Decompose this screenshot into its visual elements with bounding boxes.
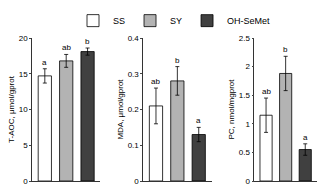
svg-text:SS: SS <box>113 16 125 26</box>
svg-text:0: 0 <box>134 177 139 186</box>
svg-text:0.4: 0.4 <box>128 34 140 43</box>
svg-text:10: 10 <box>19 105 28 114</box>
svg-text:OH-SeMet: OH-SeMet <box>227 16 270 26</box>
svg-text:0.5: 0.5 <box>239 148 251 157</box>
svg-text:b: b <box>85 37 90 46</box>
svg-text:0: 0 <box>23 177 28 186</box>
svg-text:2.5: 2.5 <box>239 34 251 43</box>
svg-text:15: 15 <box>19 70 28 79</box>
svg-text:b: b <box>175 56 180 65</box>
svg-text:ab: ab <box>62 43 71 52</box>
svg-text:ab: ab <box>151 77 160 86</box>
svg-text:0.3: 0.3 <box>128 70 140 79</box>
svg-text:0.1: 0.1 <box>128 141 140 150</box>
svg-text:2: 2 <box>245 62 250 71</box>
svg-text:1: 1 <box>245 120 250 129</box>
svg-text:1.5: 1.5 <box>239 91 251 100</box>
svg-text:a: a <box>196 116 201 125</box>
svg-text:b: b <box>283 45 288 54</box>
svg-text:ab: ab <box>262 87 271 96</box>
svg-text:PC, nmol/mgprot: PC, nmol/mgprot <box>227 79 236 140</box>
svg-text:T-AOC, μmol/gprot: T-AOC, μmol/gprot <box>7 75 16 143</box>
svg-text:a: a <box>42 58 47 67</box>
svg-text:20: 20 <box>19 34 28 43</box>
svg-text:0: 0 <box>245 177 250 186</box>
svg-text:a: a <box>303 133 308 142</box>
svg-text:0.2: 0.2 <box>128 105 140 114</box>
svg-text:MDA, μmol/gprot: MDA, μmol/gprot <box>116 79 125 140</box>
svg-text:SY: SY <box>170 16 182 26</box>
svg-text:5: 5 <box>23 141 28 150</box>
